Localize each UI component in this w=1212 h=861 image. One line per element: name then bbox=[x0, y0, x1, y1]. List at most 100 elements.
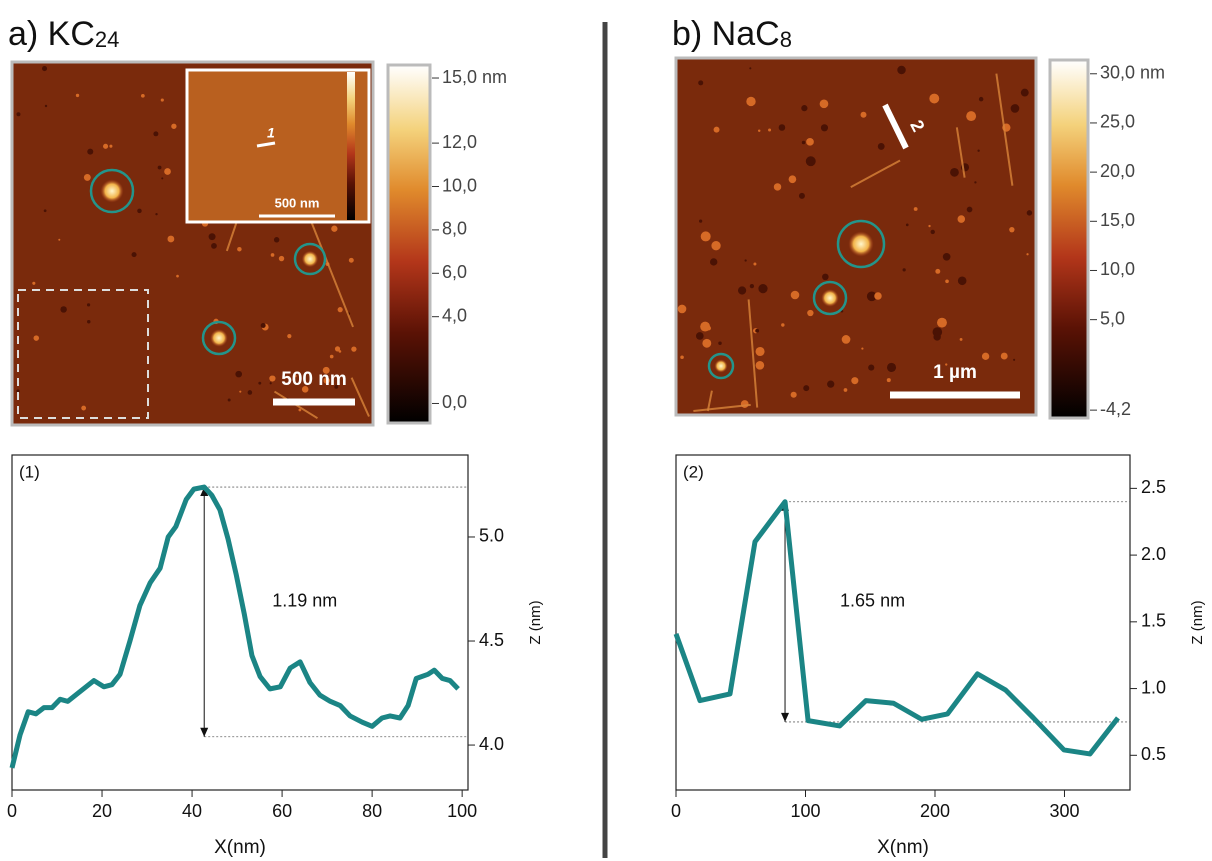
afm-feature bbox=[788, 175, 797, 184]
colorbar-tick-label: 25,0 bbox=[1100, 112, 1135, 132]
afm-feature bbox=[913, 207, 918, 211]
afm-feature bbox=[269, 382, 272, 385]
afm-feature bbox=[75, 93, 80, 98]
afm-feature bbox=[87, 148, 94, 155]
x-tick-label: 200 bbox=[920, 801, 950, 821]
afm-feature bbox=[83, 173, 91, 181]
afm-feature bbox=[103, 143, 109, 149]
afm-feature bbox=[239, 390, 242, 393]
afm-feature bbox=[43, 209, 47, 213]
afm-feature bbox=[749, 67, 752, 70]
colorbar-tick-label: 10,0 bbox=[1100, 259, 1135, 279]
afm-feature bbox=[699, 219, 703, 223]
afm-feature bbox=[820, 124, 829, 132]
afm-feature bbox=[700, 231, 711, 242]
highlight-circle bbox=[201, 320, 237, 356]
afm-feature bbox=[945, 279, 949, 284]
afm-dot bbox=[100, 179, 124, 203]
afm-fiber bbox=[308, 215, 354, 328]
afm-feature bbox=[235, 370, 243, 378]
afm-feature bbox=[157, 165, 162, 170]
inset-profile-line bbox=[256, 141, 276, 148]
afm-feature bbox=[905, 223, 909, 227]
afm-feature bbox=[718, 341, 722, 345]
afm-feature bbox=[801, 140, 806, 145]
afm-feature bbox=[746, 96, 756, 107]
afm-feature bbox=[167, 235, 175, 243]
afm-fiber bbox=[995, 73, 1014, 186]
afm-dot bbox=[210, 329, 228, 347]
afm-feature bbox=[929, 93, 940, 104]
afm-feature bbox=[258, 381, 262, 385]
afm-feature bbox=[933, 333, 941, 341]
afm-feature bbox=[749, 283, 755, 289]
afm-dot bbox=[714, 359, 728, 373]
afm-feature bbox=[176, 274, 179, 278]
afm-feature bbox=[44, 104, 48, 108]
afm-feature bbox=[781, 323, 785, 327]
afm-feature bbox=[935, 268, 941, 274]
afm-feature bbox=[16, 112, 21, 117]
afm-feature bbox=[41, 66, 48, 72]
afm-feature bbox=[322, 366, 330, 374]
profile-line bbox=[882, 103, 909, 150]
x-tick-label: 0 bbox=[671, 801, 681, 821]
x-axis-title: X(nm) bbox=[877, 837, 929, 858]
afm-feature bbox=[323, 377, 330, 384]
x-axis-title: X(nm) bbox=[214, 837, 266, 858]
afm-feature bbox=[58, 238, 61, 241]
afm-feature bbox=[1020, 88, 1029, 97]
afm-feature bbox=[1009, 227, 1015, 233]
afm-feature bbox=[227, 398, 231, 402]
afm-feature bbox=[790, 290, 800, 300]
afm-feature bbox=[711, 241, 721, 251]
scale-bar-label: 1 µm bbox=[933, 362, 977, 383]
afm-feature bbox=[827, 380, 835, 388]
afm-feature bbox=[287, 334, 292, 339]
afm-feature bbox=[877, 142, 885, 150]
afm-feature bbox=[334, 346, 341, 352]
panel-title: a) KC24 bbox=[8, 15, 119, 53]
afm-feature bbox=[278, 255, 285, 262]
colorbar-tick-label: 5,0 bbox=[1100, 308, 1125, 328]
afm-feature bbox=[1010, 104, 1020, 113]
x-tick-label: 100 bbox=[447, 801, 477, 821]
afm-feature bbox=[160, 98, 164, 102]
afm-feature bbox=[348, 257, 354, 263]
afm-feature bbox=[137, 208, 142, 214]
afm-feature bbox=[680, 355, 684, 360]
afm-feature bbox=[902, 268, 906, 272]
afm-feature bbox=[959, 337, 963, 341]
colorbar-tick-label: 12,0 bbox=[442, 132, 477, 152]
afm-feature bbox=[334, 384, 339, 389]
highlight-circle bbox=[836, 219, 886, 269]
panel-label: (2) bbox=[683, 462, 704, 481]
afm-feature bbox=[755, 360, 765, 370]
afm-feature bbox=[897, 65, 906, 75]
plot-frame bbox=[675, 454, 1131, 791]
afm-feature bbox=[753, 262, 757, 266]
afm-feature bbox=[981, 352, 990, 360]
afm-feature bbox=[33, 335, 40, 341]
afm-feature bbox=[778, 124, 786, 131]
highlight-circle bbox=[707, 352, 735, 380]
afm-feature bbox=[155, 213, 158, 216]
highlight-circle bbox=[812, 280, 848, 316]
colorbar-tick-label: 0,0 bbox=[442, 392, 467, 412]
afm-feature bbox=[805, 156, 816, 167]
afm-feature bbox=[269, 375, 276, 382]
afm-feature bbox=[957, 215, 966, 223]
height-label: 1.19 nm bbox=[272, 591, 337, 611]
y-tick-label: 1.0 bbox=[1141, 677, 1166, 697]
colorbar bbox=[386, 63, 432, 425]
afm-feature bbox=[930, 229, 935, 235]
afm-feature bbox=[851, 377, 859, 385]
inset-colorbar bbox=[347, 72, 355, 220]
afm-feature bbox=[966, 206, 973, 213]
afm-feature bbox=[755, 328, 760, 333]
afm-feature bbox=[744, 259, 747, 262]
colorbar-tick-label: 30,0 nm bbox=[1100, 63, 1165, 83]
afm-feature bbox=[773, 183, 782, 191]
x-tick-label: 0 bbox=[7, 801, 17, 821]
